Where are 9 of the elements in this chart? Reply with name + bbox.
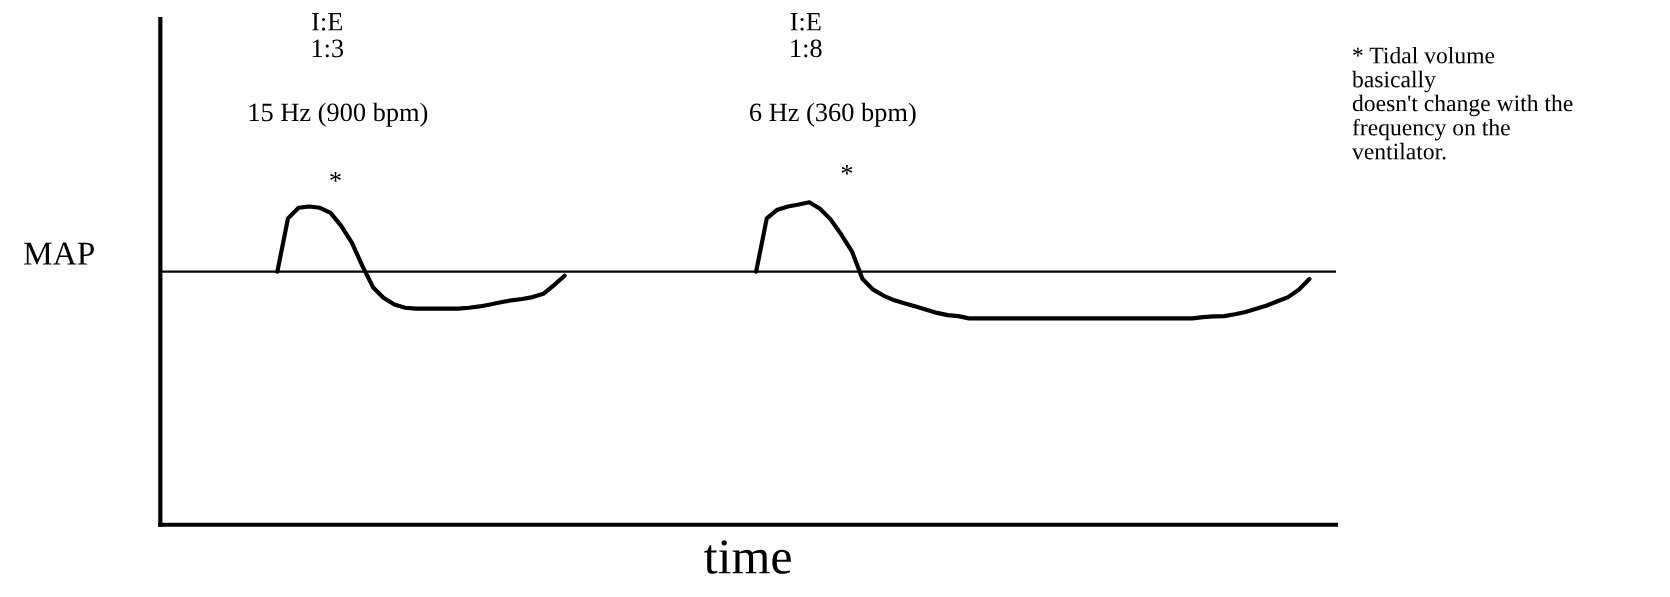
text: * bbox=[330, 172, 341, 182]
ref-line-label: MAP bbox=[24, 242, 94, 265]
text: I:E 1:3 bbox=[312, 13, 344, 58]
text: 15 Hz (900 bpm) bbox=[249, 102, 428, 127]
text: * Tidal volume basically doesn't change with the frequency on the ventilator. bbox=[1351, 46, 1573, 160]
text: * bbox=[841, 164, 853, 175]
x-axis-title: time bbox=[704, 540, 791, 574]
text: I:E 1:8 bbox=[790, 13, 822, 58]
text: 6 Hz (360 bpm) bbox=[750, 102, 916, 127]
